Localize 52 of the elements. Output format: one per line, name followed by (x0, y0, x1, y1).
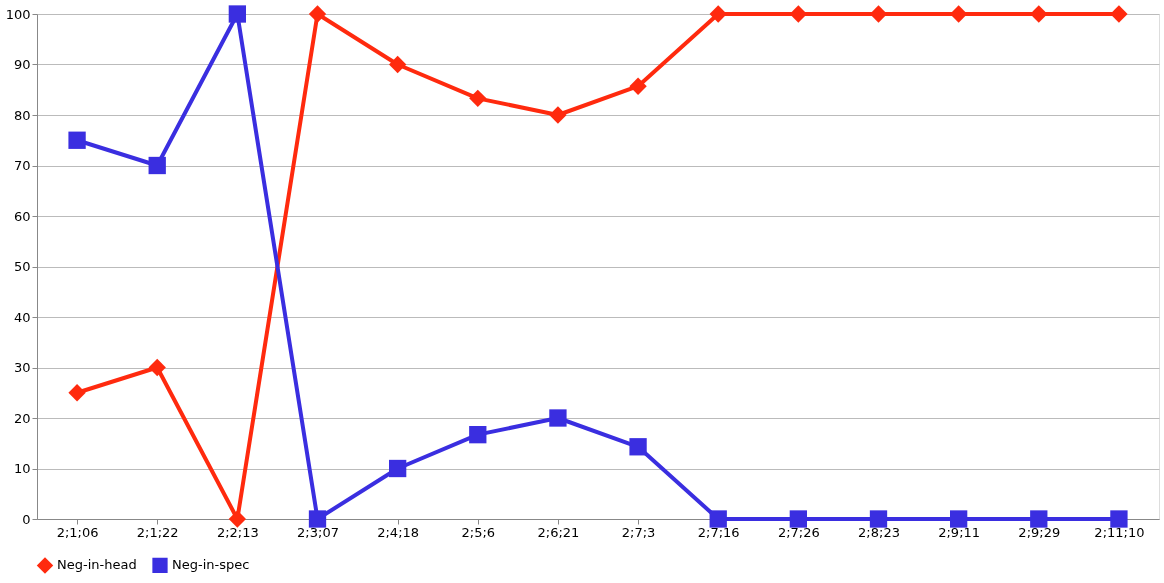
point (629, 438, 647, 456)
point (709, 5, 727, 23)
y-tick-label: 90 (13, 57, 31, 72)
legend-label: Neg-in-spec (172, 557, 250, 573)
point (1030, 5, 1048, 23)
x-tick-label: 2;1;22 (136, 524, 179, 540)
x-tick-label: 2;1;06 (56, 524, 99, 540)
x-tick-label: 2;4;18 (377, 524, 420, 540)
y-tick-label: 100 (5, 6, 31, 22)
point (148, 358, 166, 377)
y-tick-label: 20 (13, 410, 31, 426)
x-tick-label: 2;7;16 (697, 524, 740, 540)
x-tick-label: 2;11;10 (1094, 524, 1145, 540)
point (68, 131, 86, 149)
point (388, 459, 407, 478)
legend-label: Neg-in-head (57, 557, 137, 573)
point (469, 426, 487, 444)
point (1110, 5, 1128, 23)
y-tick-label: 60 (13, 208, 31, 224)
y-tick-label: 50 (13, 259, 31, 274)
y-tick-label: 80 (13, 107, 31, 123)
y-tick-label: 70 (13, 158, 31, 173)
y-tick-label: 40 (13, 309, 31, 325)
point (629, 77, 647, 95)
point (549, 106, 567, 124)
x-tick-label: 2;3;07 (297, 524, 339, 540)
point (949, 510, 968, 528)
point (308, 510, 327, 528)
point (469, 89, 487, 107)
point (1110, 510, 1128, 528)
x-tick-label: 2;9;29 (1018, 524, 1061, 540)
point (388, 55, 407, 74)
point (1030, 510, 1048, 528)
point (308, 5, 327, 23)
point (789, 510, 808, 528)
x-tick-label: 2;7;26 (777, 524, 820, 540)
y-tick-label: 0 (22, 511, 31, 527)
point (228, 5, 247, 23)
x-tick-label: 2;6;21 (537, 524, 580, 540)
x-tick-label: 2;2;13 (216, 524, 259, 540)
point (869, 510, 888, 528)
x-tick-label: 2;5;6 (461, 524, 496, 540)
point (549, 409, 567, 427)
y-tick-label: 30 (13, 360, 31, 375)
point (68, 384, 86, 402)
point (228, 510, 247, 528)
y-tick-label: 10 (13, 461, 31, 476)
point (709, 510, 727, 528)
x-tick-label: 2;8;23 (858, 524, 900, 540)
x-tick-label: 2;9;11 (938, 524, 981, 540)
x-tick-label: 2;7;3 (621, 524, 656, 540)
point (148, 156, 166, 175)
